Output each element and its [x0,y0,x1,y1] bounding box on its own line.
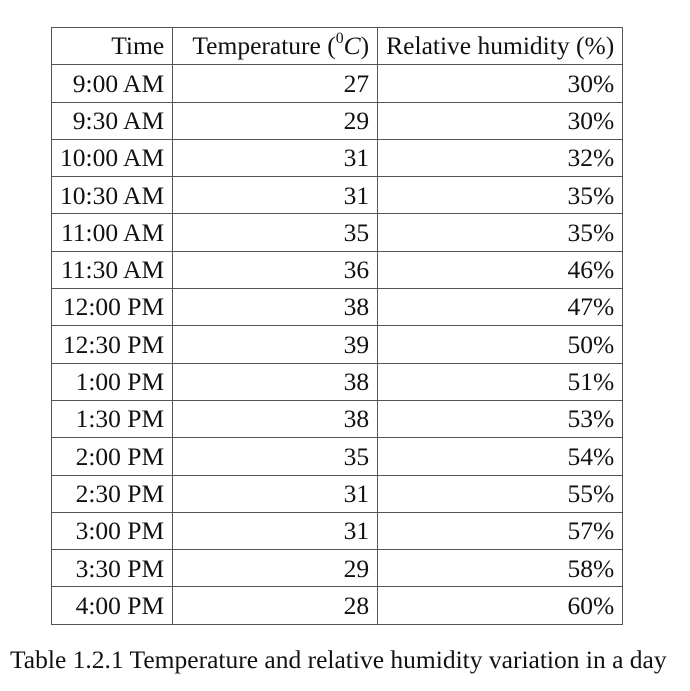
temperature-cell: 36 [172,250,379,290]
humidity-cell: 60% [377,586,624,625]
temperature-cell: 38 [172,399,379,439]
temperature-cell: 31 [172,176,379,215]
humidity-cell: 35% [377,213,624,252]
humidity-cell: 30% [377,101,624,140]
temperature-cell: 35 [172,213,379,252]
time-cell: 9:00 AM [50,64,174,103]
time-cell: 9:30 AM [50,101,174,140]
temperature-cell: 31 [172,138,379,178]
temperature-cell: 39 [172,325,379,364]
table-row: 10:00 AM 31 32% [50,138,624,178]
humidity-cell: 58% [377,549,624,588]
table-row: 12:30 PM 39 50% [50,325,624,364]
humidity-cell: 30% [377,64,624,103]
table-row: 9:30 AM 29 30% [50,101,624,140]
table-row: 12:00 PM 38 47% [50,288,624,327]
table-row: 1:00 PM 38 51% [50,362,624,401]
time-cell: 1:00 PM [50,362,174,401]
humidity-cell: 53% [377,399,624,439]
temperature-cell: 38 [172,288,379,327]
header-temperature-superscript: 0 [335,29,344,47]
table-row: 1:30 PM 38 53% [50,399,624,439]
time-cell: 4:00 PM [50,586,174,625]
time-cell: 12:30 PM [50,325,174,364]
temperature-cell: 29 [172,101,379,140]
temperature-cell: 38 [172,362,379,401]
humidity-cell: 35% [377,176,624,215]
humidity-cell: 46% [377,250,624,290]
humidity-cell: 51% [377,362,624,401]
humidity-cell: 57% [377,511,624,551]
header-temperature-prefix: Temperature ( [192,31,336,61]
table-row: 11:30 AM 36 46% [50,250,624,290]
header-temperature-suffix: ) [360,31,370,61]
time-cell: 1:30 PM [50,399,174,439]
humidity-cell: 50% [377,325,624,364]
time-cell: 11:30 AM [50,250,174,290]
time-cell: 12:00 PM [50,288,174,327]
time-cell: 3:30 PM [50,549,174,588]
table-row: 3:00 PM 31 57% [50,511,624,551]
temperature-cell: 31 [172,474,379,513]
table-row: 10:30 AM 31 35% [50,176,624,215]
humidity-cell: 55% [377,474,624,513]
header-humidity: Relative humidity (%) [377,26,624,66]
time-cell: 10:30 AM [50,176,174,215]
time-cell: 2:30 PM [50,474,174,513]
table-body: 9:00 AM 27 30% 9:30 AM 29 30% 10:00 AM 31 32% 10:… [50,64,624,625]
time-cell: 10:00 AM [50,138,174,178]
header-time: Time [50,26,174,66]
time-cell: 11:00 AM [50,213,174,252]
table-row: 11:00 AM 35 35% [50,213,624,252]
temperature-cell: 31 [172,511,379,551]
temperature-humidity-table: Time Temperature (0C) Relative humidity … [50,26,624,625]
table-row: 9:00 AM 27 30% [50,64,624,103]
table-header-row: Time Temperature (0C) Relative humidity … [50,26,624,66]
table-row: 2:30 PM 31 55% [50,474,624,513]
table-row: 3:30 PM 29 58% [50,549,624,588]
time-cell: 3:00 PM [50,511,174,551]
header-temperature-unit: C [343,31,361,61]
temperature-cell: 29 [172,549,379,588]
header-temperature: Temperature (0C) [172,26,379,66]
humidity-cell: 54% [377,437,624,476]
data-table-container: Time Temperature (0C) Relative humidity … [50,26,624,625]
temperature-cell: 28 [172,586,379,625]
temperature-cell: 27 [172,64,379,103]
temperature-cell: 35 [172,437,379,476]
humidity-cell: 32% [377,138,624,178]
table-caption: Table 1.2.1 Temperature and relative hum… [10,645,667,674]
time-cell: 2:00 PM [50,437,174,476]
humidity-cell: 47% [377,288,624,327]
table-row: 4:00 PM 28 60% [50,586,624,625]
table-row: 2:00 PM 35 54% [50,437,624,476]
